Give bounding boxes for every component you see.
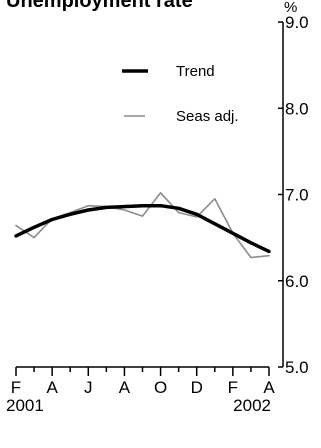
series-line-trend — [14, 203, 271, 254]
legend-label: Trend — [176, 63, 215, 80]
series-lines — [14, 192, 271, 259]
x-tick-label: F — [11, 378, 21, 397]
y-tick-label: 9.0 — [285, 13, 309, 32]
x-tick-label: A — [263, 378, 275, 397]
y-axis-unit: % — [284, 0, 297, 16]
x-year-label: 2001 — [6, 396, 44, 415]
x-tick-label: O — [154, 378, 167, 397]
x-year-label: 2002 — [233, 396, 271, 415]
series-line-seas-adj — [15, 192, 270, 259]
y-tick-label: 6.0 — [285, 272, 309, 291]
x-tick-label: A — [46, 378, 58, 397]
legend: Trend Seas adj. — [122, 63, 239, 125]
y-axis-ticks: 5.0 6.0 7.0 8.0 9.0 — [278, 13, 309, 377]
legend-label: Seas adj. — [176, 108, 239, 125]
chart-title: Unemployment rate — [6, 0, 193, 12]
y-tick-label: 8.0 — [285, 99, 309, 118]
x-tick-label: D — [191, 378, 203, 397]
y-tick-label: 7.0 — [285, 186, 309, 205]
y-tick-label: 5.0 — [285, 358, 309, 377]
x-tick-label: F — [228, 378, 238, 397]
x-tick-label: A — [119, 378, 131, 397]
x-tick-label: J — [84, 378, 93, 397]
